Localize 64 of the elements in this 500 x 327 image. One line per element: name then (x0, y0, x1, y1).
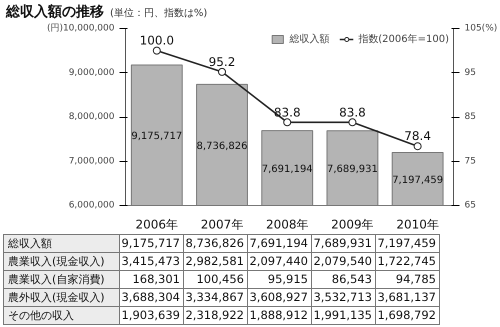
text: 168,301 (120, 270, 184, 288)
point (283, 118, 292, 126)
text: 3,415,473 (120, 252, 184, 270)
text: 95,915 (248, 270, 312, 288)
y2-tick-label: 65 (464, 200, 476, 210)
x-tick-label: 2008年 (266, 218, 308, 232)
chart-title: 総収入額の推移 (6, 4, 104, 20)
y2-tick-label: 95 (464, 68, 476, 78)
text: 1,722,745 (376, 252, 440, 270)
text: 2,318,922 (184, 306, 248, 324)
text: 2,097,440 (248, 252, 312, 270)
text: 総収入額 (8, 237, 52, 250)
data-label: 9,175,717 (120, 234, 184, 252)
y-tick-label: 9,000,000 (68, 68, 115, 78)
y-tick-label: (円)10,000,000 (46, 24, 115, 34)
text: 100,456 (184, 270, 248, 288)
text: 1,888,912 (248, 306, 312, 324)
text: 7,197,459 (392, 175, 444, 186)
data-label: 95.2 (208, 54, 236, 69)
y-tick-label: 7,000,000 (68, 156, 115, 166)
text: 3,532,713 (312, 288, 376, 306)
text: 7,691,194 (262, 164, 313, 176)
text: 2,079,540 (312, 252, 376, 270)
text: 1,991,135 (312, 306, 376, 324)
text: 農業収入(現金収入) (4, 252, 120, 270)
data-label: 100.0 (140, 34, 174, 48)
chart-subtitle: (単位：円、指数は%) (110, 8, 208, 19)
point (414, 142, 422, 150)
data-label: 83.8 (339, 105, 366, 120)
y-tick-label: 6,000,000 (68, 200, 115, 210)
legend-label: 指数(2006年=100) (358, 32, 449, 46)
y2-tick-label: 85 (464, 112, 476, 122)
text: 86,543 (312, 270, 376, 288)
text: 3,681,137 (376, 288, 440, 306)
text: 2,982,581 (184, 252, 248, 270)
text: 1,698,792 (376, 306, 440, 324)
text: その他の収入 (4, 306, 120, 324)
y-tick-label: 8,000,000 (68, 112, 115, 122)
text: 7,689,931 (326, 164, 378, 176)
y2-tick-label: 75 (464, 156, 476, 166)
point (218, 68, 226, 76)
data-label: 78.4 (404, 129, 431, 144)
legend-label: 総収入額 (289, 32, 330, 46)
text: 3,688,304 (120, 288, 184, 306)
x-tick-label: 2006年 (136, 218, 178, 232)
x-tick-label: 2009年 (331, 218, 374, 232)
data-label: 8,736,826 (184, 234, 248, 252)
text: 農外収入(現金収入) (4, 288, 120, 306)
x-tick-label: 2010年 (396, 218, 439, 232)
text: 1,903,639 (120, 306, 184, 324)
text: 3,334,867 (184, 288, 248, 306)
data-label: 7,691,194 (248, 234, 312, 252)
point (152, 46, 161, 55)
text: 9,175,717 (131, 131, 182, 142)
point (348, 118, 356, 126)
text: 8,736,826 (196, 140, 248, 152)
data-label: 7,689,931 (312, 234, 376, 252)
data-label: 83.8 (274, 105, 301, 120)
text: 94,785 (376, 270, 440, 288)
data-label: 7,197,459 (376, 234, 440, 252)
x-tick-label: 2007年 (200, 218, 244, 232)
y2-tick-label: 105(%) (464, 24, 498, 34)
text: 農業収入(自家消費) (4, 270, 120, 288)
text: 3,608,927 (248, 288, 312, 306)
